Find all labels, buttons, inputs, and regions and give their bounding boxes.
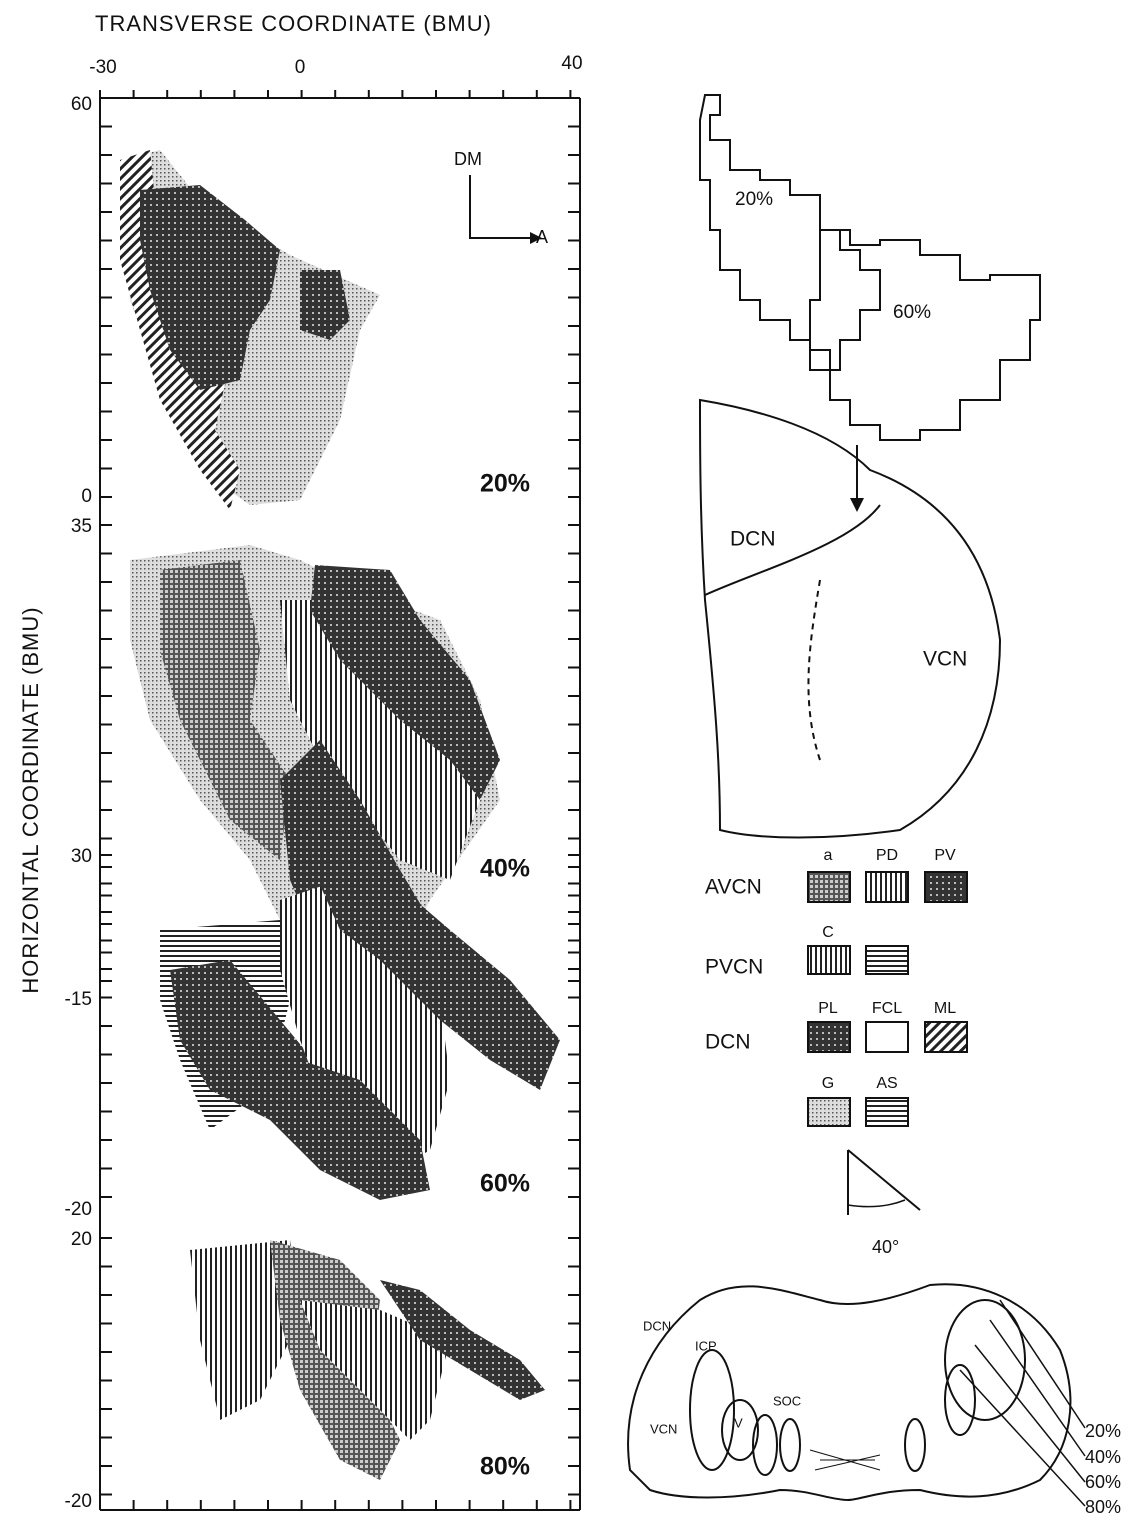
outline-60 bbox=[810, 230, 1040, 440]
legend-item-label: AS bbox=[876, 1075, 897, 1092]
legend-nucleus: DCN bbox=[705, 1031, 751, 1054]
panel-label: 60% bbox=[480, 1170, 530, 1198]
level-line bbox=[960, 1370, 1085, 1506]
top-tick-label: 0 bbox=[295, 57, 306, 78]
brainstem-outline bbox=[628, 1284, 1070, 1500]
legend-swatch bbox=[866, 1022, 908, 1052]
legend-swatch bbox=[925, 872, 967, 902]
map-panel bbox=[120, 150, 380, 510]
legend-swatch bbox=[808, 946, 850, 974]
left-tick-label: 60 bbox=[71, 94, 92, 115]
soc bbox=[780, 1419, 800, 1471]
legend: AVCN a PD PV PVCN C DCN PL FCL ML G AS bbox=[705, 847, 967, 1126]
legend-swatch bbox=[808, 872, 850, 902]
panel-label: 40% bbox=[480, 855, 530, 883]
outline-20 bbox=[700, 95, 880, 370]
top-axis-title: TRANSVERSE COORDINATE (BMU) bbox=[95, 11, 492, 36]
region-label: VCN bbox=[923, 648, 967, 671]
legend-swatch bbox=[866, 872, 908, 902]
top-tick-label: 40 bbox=[561, 53, 582, 74]
map-panel bbox=[190, 1240, 545, 1480]
left-tick-label: -20 bbox=[65, 1199, 92, 1220]
legend-item-label: ML bbox=[934, 1000, 956, 1017]
orientation-arrow bbox=[470, 175, 530, 238]
level-line bbox=[990, 1320, 1085, 1456]
top-tick-label: -30 bbox=[89, 57, 116, 78]
legend-item-label: a bbox=[824, 847, 833, 864]
section-label: DCN bbox=[643, 1318, 671, 1333]
section-diagram bbox=[628, 1150, 1085, 1506]
angle-line bbox=[848, 1150, 920, 1210]
left-tick-label: 0 bbox=[81, 486, 92, 507]
legend-swatch bbox=[925, 1022, 967, 1052]
outline-label: 20% bbox=[735, 189, 773, 210]
left-tick-label: 35 bbox=[71, 516, 92, 537]
level-line bbox=[1000, 1300, 1085, 1428]
legend-item-label: PL bbox=[818, 1000, 838, 1017]
cn-right bbox=[945, 1300, 1025, 1420]
legend-swatch bbox=[866, 946, 908, 974]
outline-label: 60% bbox=[893, 302, 931, 323]
legend-item-label: C bbox=[822, 924, 834, 941]
legend-swatch bbox=[808, 1098, 850, 1126]
section-label: VCN bbox=[650, 1421, 677, 1436]
arrow-head bbox=[850, 498, 864, 512]
panel-label: 80% bbox=[480, 1453, 530, 1481]
left-axis-title: HORIZONTAL COORDINATE (BMU) bbox=[18, 606, 43, 993]
figure: TRANSVERSE COORDINATE (BMU) -30 0 40 HOR… bbox=[0, 0, 1139, 1520]
legend-swatch bbox=[808, 1022, 850, 1052]
orientation-label: DM bbox=[454, 149, 482, 169]
level-label: 60% bbox=[1085, 1472, 1121, 1492]
soc bbox=[905, 1419, 925, 1471]
fibers bbox=[810, 1450, 880, 1470]
left-tick-label: -20 bbox=[65, 1491, 92, 1512]
section-label: SOC bbox=[773, 1393, 801, 1408]
legend-item-label: FCL bbox=[872, 1000, 902, 1017]
section-label: V bbox=[734, 1415, 743, 1430]
legend-item-label: G bbox=[822, 1075, 834, 1092]
legend-nucleus: PVCN bbox=[705, 956, 763, 979]
map-panel bbox=[160, 870, 560, 1200]
level-label: 80% bbox=[1085, 1497, 1121, 1517]
section-label: ICP bbox=[695, 1338, 717, 1353]
panel-label: 20% bbox=[480, 470, 530, 498]
left-tick-label: -15 bbox=[65, 989, 92, 1010]
level-label: 20% bbox=[1085, 1421, 1121, 1441]
angle-arc bbox=[848, 1200, 905, 1207]
level-label: 40% bbox=[1085, 1447, 1121, 1467]
left-tick-label: 30 bbox=[71, 846, 92, 867]
region-label: DCN bbox=[730, 528, 776, 551]
legend-swatch bbox=[866, 1098, 908, 1126]
legend-item-label: PV bbox=[934, 847, 956, 864]
legend-nucleus: AVCN bbox=[705, 876, 762, 899]
icp bbox=[945, 1365, 975, 1435]
level-line bbox=[975, 1345, 1085, 1482]
angle-label: 40° bbox=[872, 1237, 899, 1257]
left-tick-label: 20 bbox=[71, 1229, 92, 1250]
cn-outline bbox=[700, 400, 1000, 838]
dashed-boundary bbox=[808, 580, 820, 760]
legend-item-label: PD bbox=[876, 847, 898, 864]
